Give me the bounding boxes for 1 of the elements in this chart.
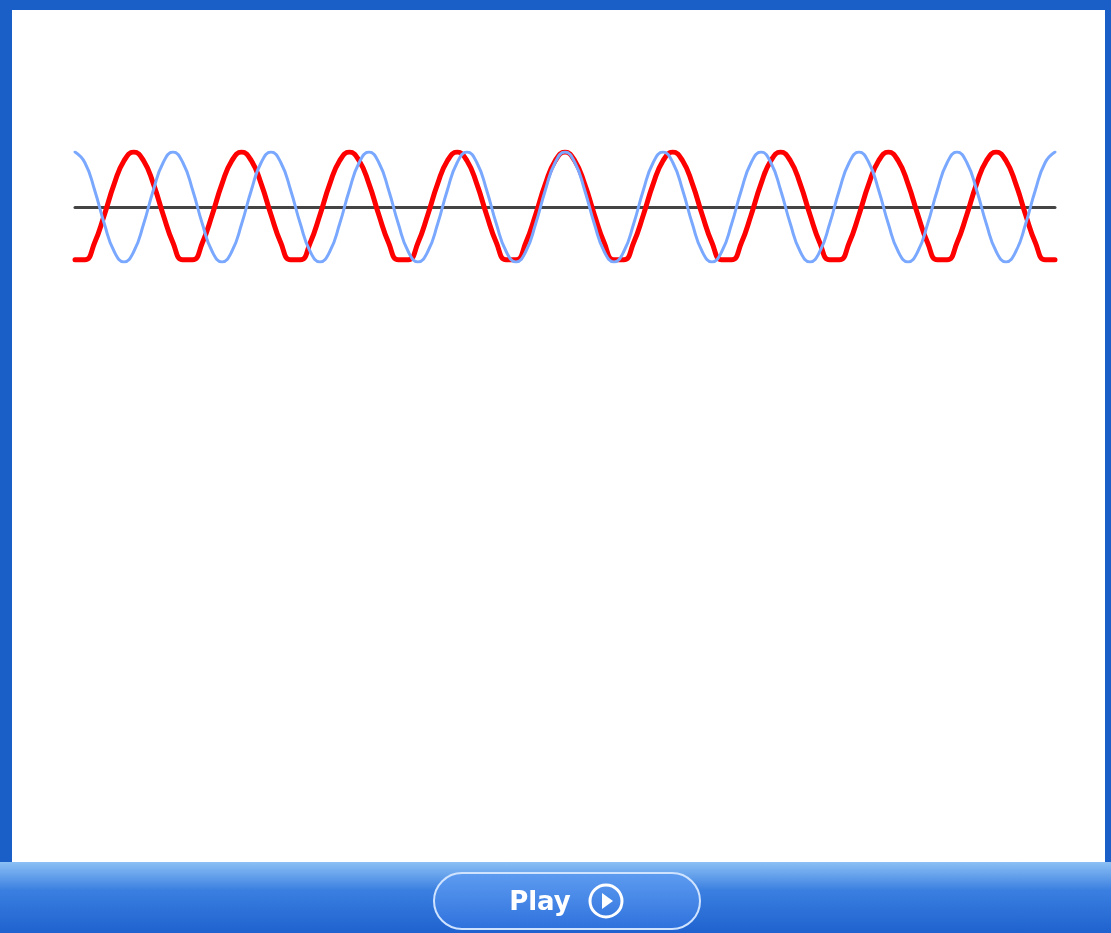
play-button: Play [433,872,701,930]
